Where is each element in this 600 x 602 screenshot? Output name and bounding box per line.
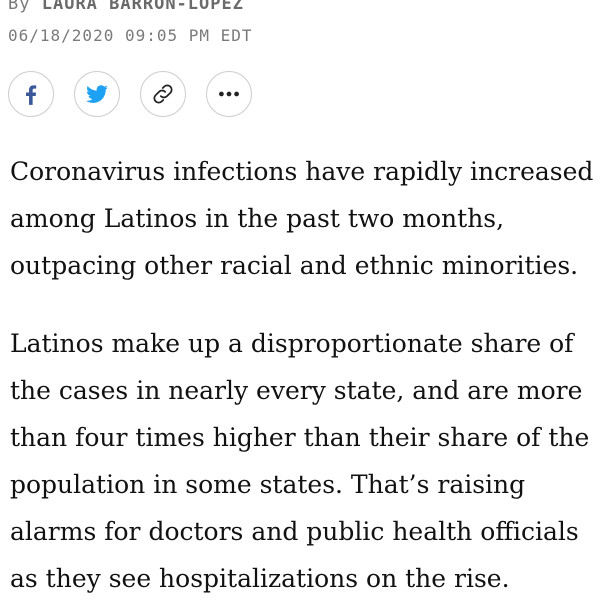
paragraph-line: outpacing other racial and ethnic minori…: [10, 251, 579, 280]
paragraph-line: as they see hospitalizations on the rise…: [10, 564, 510, 593]
author-link[interactable]: LAURA BARRON-LOPEZ: [41, 0, 244, 14]
paragraph-line: than four times higher than their share …: [10, 423, 590, 452]
more-share-button[interactable]: [206, 71, 252, 117]
share-bar: [8, 71, 252, 117]
facebook-share-button[interactable]: [8, 71, 54, 117]
article-paragraph: Coronavirus infections have rapidly incr…: [10, 148, 595, 289]
twitter-share-button[interactable]: [74, 71, 120, 117]
byline-prefix: By: [8, 0, 31, 14]
paragraph-line: population in some states. That’s raisin…: [10, 470, 526, 499]
paragraph-line: the cases in nearly every state, and are…: [10, 376, 583, 405]
paragraph-line: Latinos make up a disproportionate share…: [10, 329, 574, 358]
paragraph-line: among Latinos in the past two months,: [10, 204, 505, 233]
byline: By LAURA BARRON-LOPEZ: [8, 0, 244, 14]
paragraph-line: Coronavirus infections have rapidly incr…: [10, 157, 594, 186]
article-paragraph: Latinos make up a disproportionate share…: [10, 320, 595, 602]
copy-link-button[interactable]: [140, 71, 186, 117]
facebook-icon: [26, 85, 37, 105]
more-icon: [219, 91, 239, 97]
twitter-icon: [86, 85, 108, 103]
paragraph-line: alarms for doctors and public health off…: [10, 517, 579, 546]
link-icon: [153, 84, 173, 104]
timestamp: 06/18/2020 09:05 PM EDT: [8, 26, 253, 45]
